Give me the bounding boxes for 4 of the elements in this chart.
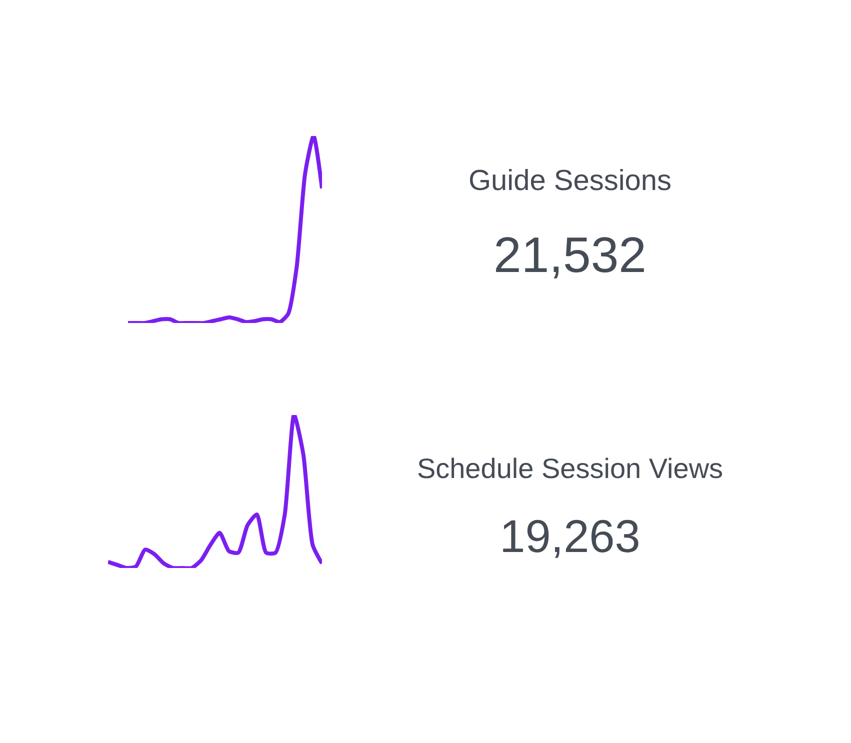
text: 21,532: [492, 227, 648, 284]
text: Guide Sessions: [467, 165, 673, 198]
text: Schedule Session Views: [416, 453, 724, 486]
text: 19,263: [498, 510, 642, 563]
